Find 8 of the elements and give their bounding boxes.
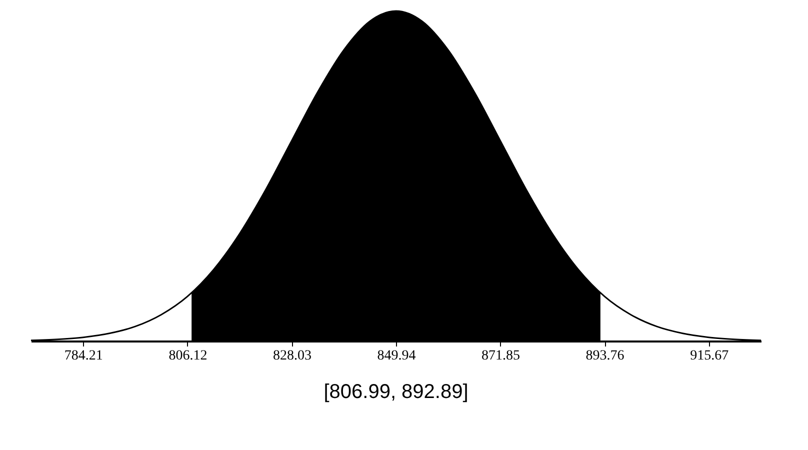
x-tick-label: 871.85 [482, 348, 520, 364]
x-tick-label: 893.76 [586, 348, 624, 364]
x-tick-label: 806.12 [168, 348, 208, 364]
x-tick-label: 828.03 [272, 348, 312, 364]
x-tick-label: 915.67 [690, 348, 729, 364]
x-tick-label: 849.94 [377, 348, 416, 364]
x-tick-label: 784.21 [64, 348, 103, 364]
text: [806.99, 892.89] [324, 381, 468, 403]
